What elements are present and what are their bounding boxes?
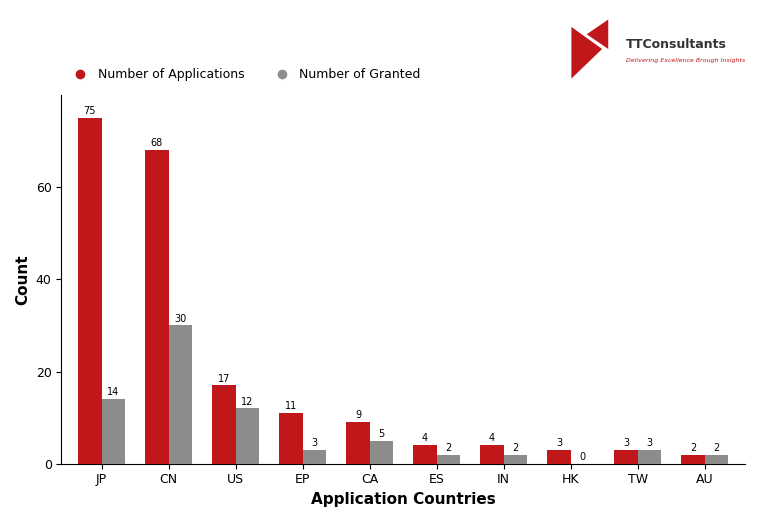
Text: 2: 2 <box>713 443 720 453</box>
Bar <box>548 450 571 464</box>
Bar <box>346 422 369 464</box>
Text: 30: 30 <box>174 314 187 324</box>
Text: 75: 75 <box>84 106 96 116</box>
Bar <box>236 408 259 464</box>
Bar <box>705 454 728 464</box>
Text: 11: 11 <box>285 401 297 411</box>
Bar <box>169 325 192 464</box>
Text: Delivering Excellence Brough Insights: Delivering Excellence Brough Insights <box>626 58 745 63</box>
Text: TTConsultants: TTConsultants <box>626 38 727 51</box>
Text: 68: 68 <box>151 139 163 148</box>
Bar <box>504 454 527 464</box>
Bar <box>212 385 236 464</box>
Text: 14: 14 <box>108 387 120 397</box>
Text: 3: 3 <box>647 438 653 448</box>
Polygon shape <box>587 19 608 49</box>
Text: 12: 12 <box>241 397 253 407</box>
Bar <box>101 399 125 464</box>
Text: 4: 4 <box>422 434 428 444</box>
Bar <box>614 450 637 464</box>
Bar <box>437 454 460 464</box>
Bar <box>480 445 504 464</box>
Text: 2: 2 <box>445 443 452 453</box>
Text: 9: 9 <box>355 411 361 421</box>
Bar <box>637 450 661 464</box>
Bar <box>303 450 326 464</box>
Text: 3: 3 <box>623 438 629 448</box>
Bar <box>369 441 393 464</box>
Bar <box>681 454 705 464</box>
Polygon shape <box>571 27 602 79</box>
Text: 0: 0 <box>579 452 585 462</box>
Bar <box>78 118 101 464</box>
Text: 3: 3 <box>311 438 317 448</box>
Text: 3: 3 <box>556 438 562 448</box>
Text: 4: 4 <box>489 434 495 444</box>
Y-axis label: Count: Count <box>15 254 30 305</box>
Bar <box>145 150 169 464</box>
Bar <box>413 445 437 464</box>
Text: 5: 5 <box>379 429 385 439</box>
Legend: Number of Applications, Number of Granted: Number of Applications, Number of Grante… <box>68 68 421 81</box>
Text: 17: 17 <box>218 374 230 384</box>
X-axis label: Application Countries: Application Countries <box>311 492 495 507</box>
Text: 2: 2 <box>690 443 696 453</box>
Text: 2: 2 <box>512 443 518 453</box>
Bar <box>280 413 303 464</box>
